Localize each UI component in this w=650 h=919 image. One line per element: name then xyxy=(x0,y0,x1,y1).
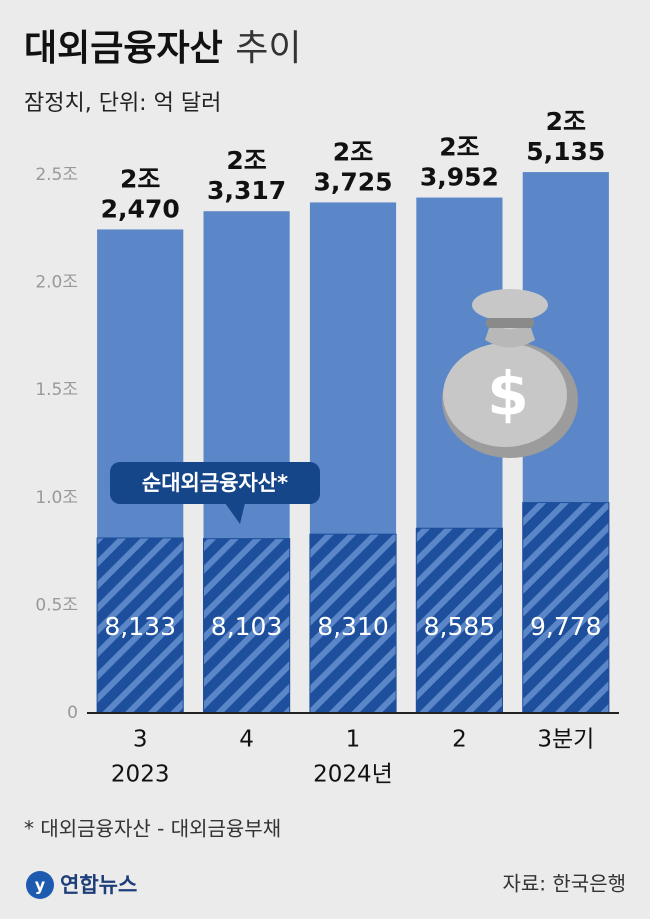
y-tick-label: 2.0조 xyxy=(35,273,78,293)
x-tick-label: 4 xyxy=(239,727,254,753)
x-tick-label: 2 xyxy=(452,727,467,753)
value-label: 8,103 xyxy=(211,612,283,641)
logo-text: 연합뉴스 xyxy=(60,873,137,897)
hatched-bar xyxy=(309,533,397,714)
value-label: 8,585 xyxy=(424,612,496,641)
y-tick-label: 1.5조 xyxy=(35,380,78,400)
value-label: 8,310 xyxy=(317,612,389,641)
x-tick-label: 1 xyxy=(346,727,361,753)
money-bag-icon: $ xyxy=(442,289,578,458)
logo: y 연합뉴스 xyxy=(26,871,137,899)
value-label: 2조 3,952 xyxy=(420,133,499,192)
x-tick-label: 3분기 xyxy=(537,727,594,753)
hatched-bar xyxy=(203,538,291,714)
source: 자료: 한국은행 xyxy=(503,872,627,896)
hatched-bar xyxy=(415,527,503,714)
year-label: 2024년 xyxy=(313,762,393,788)
callout: 순대외금융자산* xyxy=(110,462,320,524)
value-label: 8,133 xyxy=(104,612,176,641)
hatched-bar xyxy=(96,537,184,714)
y-tick-label: 2.5조 xyxy=(35,165,78,185)
value-label: 2조 5,135 xyxy=(526,107,605,166)
series-label: 순대외금융자산* xyxy=(142,471,288,495)
chart-title: 대외금융자산 추이 xyxy=(24,28,302,69)
y-tick-label: 0 xyxy=(67,703,78,723)
plot: 0 0.5조 1.0조 1.5조 2.0조 2.5조 2조 2,470 8,133 3 2023 2조… xyxy=(35,107,619,788)
svg-text:y: y xyxy=(35,876,46,895)
value-label: 2조 3,317 xyxy=(207,146,286,205)
value-label: 2조 2,470 xyxy=(101,164,180,223)
title-suffix: 추이 xyxy=(235,28,301,69)
y-tick-label: 1.0조 xyxy=(35,488,78,508)
footnote: * 대외금융자산 - 대외금융부채 xyxy=(24,817,281,841)
value-label: 9,778 xyxy=(530,612,602,641)
y-tick-label: 0.5조 xyxy=(35,595,78,615)
subtitle: 잠정치, 단위: 억 달러 xyxy=(24,91,221,116)
year-label: 2023 xyxy=(111,762,170,788)
hatched-bar xyxy=(522,502,610,714)
value-label: 2조 3,725 xyxy=(313,137,392,196)
x-tick-label: 3 xyxy=(133,727,148,753)
title-main: 대외금융자산 xyxy=(24,28,223,69)
svg-text:$: $ xyxy=(487,360,529,430)
